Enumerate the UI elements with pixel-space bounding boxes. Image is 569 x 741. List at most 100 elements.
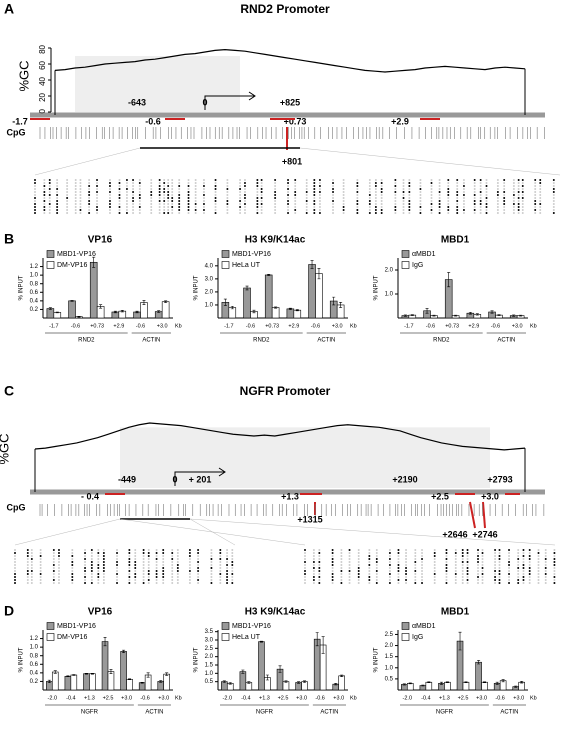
- methylation-dot: [57, 573, 60, 575]
- methylation-dot: [430, 179, 433, 181]
- methylation-dot: [132, 203, 135, 205]
- methylation-dot: [312, 558, 315, 560]
- methylation-dot: [528, 558, 531, 560]
- error-bar: [278, 665, 282, 673]
- methylation-dot: [461, 564, 464, 566]
- methylation-dot: [171, 582, 174, 584]
- methylation-dot: [496, 182, 499, 184]
- methylation-dot: [163, 212, 166, 214]
- methylation-dot: [537, 573, 540, 575]
- bar: [51, 671, 59, 691]
- methylation-dot: [447, 191, 450, 193]
- methylation-dot: [74, 200, 77, 202]
- methylation-dot: [243, 182, 246, 184]
- methylation-dot: [445, 582, 448, 584]
- primer-mark: [469, 501, 476, 529]
- methylation-dot: [88, 191, 91, 193]
- y-tick-label: 0.5: [385, 676, 394, 682]
- methylation-dot: [332, 206, 335, 208]
- methylation-dot: [447, 206, 450, 208]
- methylation-dot: [397, 576, 400, 578]
- error-bar: [408, 682, 412, 685]
- methylation-dot: [88, 194, 91, 196]
- methylation-dot: [30, 558, 33, 560]
- methylation-dot: [210, 561, 213, 563]
- y-tick-label: 0.8: [30, 653, 39, 659]
- methylation-dot: [522, 573, 525, 575]
- methylation-dot: [163, 203, 166, 205]
- methylation-dot: [318, 179, 321, 181]
- error-bar: [128, 678, 132, 681]
- methylation-dot: [380, 182, 383, 184]
- methylation-dot: [528, 561, 531, 563]
- y-axis-label: % INPUT: [374, 647, 380, 672]
- methylation-dot: [197, 576, 200, 578]
- methylation-dot: [48, 197, 51, 199]
- methylation-dot: [116, 564, 119, 566]
- methylation-dot: [97, 570, 100, 572]
- methylation-dot: [421, 564, 424, 566]
- methylation-dot: [402, 212, 405, 214]
- methylation-dot: [485, 197, 488, 199]
- methylation-dot: [522, 561, 525, 563]
- methylation-dot: [517, 558, 520, 560]
- methylation-dot: [150, 212, 153, 214]
- bar: [221, 681, 228, 691]
- methylation-dot: [108, 212, 111, 214]
- panel-letter: B: [4, 231, 14, 247]
- methylation-dot: [176, 567, 179, 569]
- methylation-dot: [421, 573, 424, 575]
- methylation-dot: [397, 573, 400, 575]
- error-bar: [70, 300, 74, 302]
- methylation-dot: [43, 182, 46, 184]
- methylation-dot: [294, 188, 297, 190]
- methylation-dot: [243, 200, 246, 202]
- methylation-dot: [194, 206, 197, 208]
- group-label: RND2: [253, 338, 270, 344]
- methylation-dot: [430, 200, 433, 202]
- methylation-dot: [256, 182, 259, 184]
- methylation-dot: [34, 206, 36, 208]
- methylation-dot: [56, 191, 59, 193]
- methylation-dot: [498, 555, 501, 557]
- methylation-dot: [90, 579, 93, 581]
- methylation-dot: [14, 552, 16, 554]
- methylation-dot: [187, 191, 190, 193]
- legend-swatch: [46, 261, 55, 269]
- methylation-dot: [102, 567, 105, 569]
- methylation-dot: [342, 191, 345, 193]
- bar: [462, 681, 470, 691]
- methylation-dot: [71, 558, 74, 560]
- methylation-dot: [433, 570, 436, 572]
- y-tick-label: 3.0: [205, 638, 214, 644]
- methylation-dot: [226, 579, 229, 581]
- methylation-dot: [171, 185, 174, 187]
- methylation-dot: [88, 209, 91, 211]
- error-bar: [140, 681, 144, 684]
- methylation-dot: [125, 212, 128, 214]
- methylation-dot: [287, 179, 290, 181]
- methylation-dot: [408, 212, 411, 214]
- x-tick-label: -0.4: [241, 695, 250, 701]
- methylation-dot: [243, 191, 246, 193]
- methylation-dot: [539, 194, 542, 196]
- methylation-dot: [414, 579, 417, 581]
- methylation-dot: [394, 194, 397, 196]
- panel-letter: D: [4, 603, 14, 619]
- methylation-dot: [30, 552, 33, 554]
- methylation-dot: [534, 194, 537, 196]
- error-bar: [297, 681, 301, 684]
- methylation-dot: [456, 179, 459, 181]
- methylation-dot: [243, 209, 246, 211]
- methylation-dot: [294, 182, 297, 184]
- methylation-dot: [496, 194, 499, 196]
- methylation-dot: [517, 194, 520, 196]
- methylation-dot: [97, 567, 100, 569]
- methylation-dot: [171, 549, 174, 551]
- x-tick-label: +0.73: [90, 323, 104, 329]
- methylation-dot: [287, 206, 290, 208]
- methylation-dot: [445, 576, 448, 578]
- methylation-dot: [52, 567, 55, 569]
- methylation-dot: [485, 191, 488, 193]
- methylation-dot: [522, 582, 525, 584]
